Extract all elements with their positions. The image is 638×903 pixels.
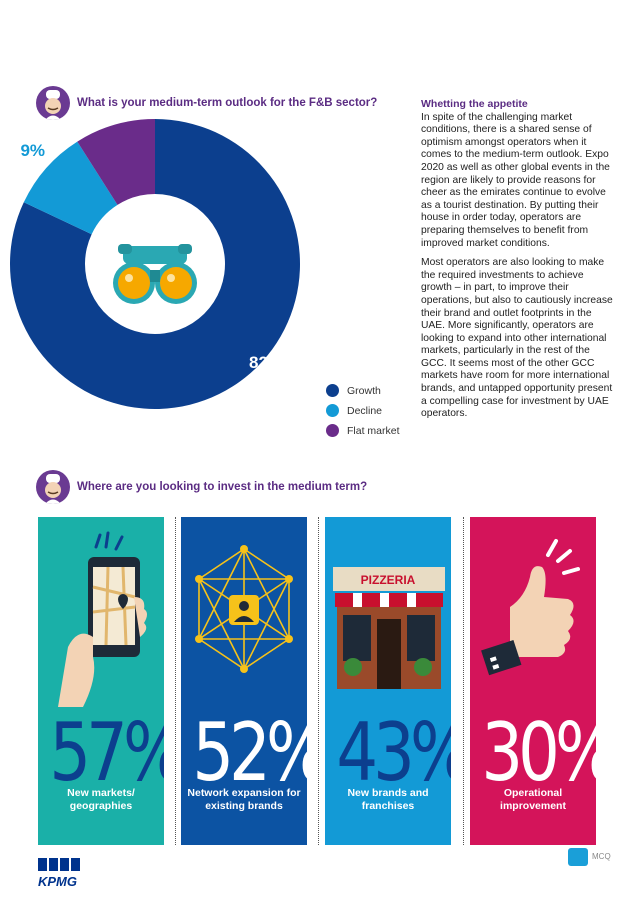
legend-growth: Growth: [326, 384, 381, 397]
outlook-donut-chart: 82%9%9%: [10, 119, 301, 409]
question-outlook: What is your medium-term outlook for the…: [77, 97, 378, 109]
panel-divider: [318, 517, 319, 845]
mcq-label: MCQ: [592, 852, 611, 861]
legend-label: Decline: [347, 404, 383, 417]
donut-value-label: 82%: [249, 353, 283, 372]
panel-label: Operational improvement: [500, 787, 566, 812]
question-invest: Where are you looking to invest in the m…: [77, 481, 368, 493]
legend-label: Flat market: [347, 424, 400, 437]
chef-avatar-icon: [36, 86, 70, 120]
donut-value-label: 9%: [20, 141, 45, 160]
legend-dot: [326, 404, 339, 417]
donut-slice-flat-market: [77, 119, 155, 205]
thumbs-up-icon: [481, 539, 580, 676]
article-title: Whetting the appetite: [421, 98, 528, 110]
network-icon: [195, 545, 293, 673]
panel-divider: [463, 517, 464, 845]
smartphone-map-icon: [58, 531, 147, 707]
percent-value: 30%: [481, 706, 596, 799]
invest-panel-new-markets: 57% New markets/ geographies: [38, 517, 164, 845]
panel-divider: [175, 517, 176, 845]
invest-panel-operational: 30% Operational improvement: [470, 517, 596, 845]
pizzeria-sign: PIZZERIA: [360, 573, 416, 587]
panel-label: Network expansion for existing brands: [187, 787, 301, 812]
invest-panel-network-expansion: 52% Network expansion for existing brand…: [181, 517, 307, 845]
percent-value: 43%: [336, 706, 451, 799]
percent-value: 57%: [49, 706, 164, 799]
article: Whetting the appetite In spite of the ch…: [421, 98, 617, 428]
invest-panel-new-brands: PIZZERIA 43% New brands and franchises: [325, 517, 451, 845]
legend-label: Growth: [347, 384, 381, 397]
article-paragraph-2: Most operators are also looking to make …: [421, 257, 613, 420]
donut-slice-growth: [10, 119, 301, 409]
legend-dot: [326, 424, 339, 437]
article-paragraph-1: In spite of the challenging market condi…: [421, 111, 610, 249]
mcq-badge-icon: [568, 848, 588, 866]
pizzeria-storefront-icon: [333, 567, 445, 689]
kpmg-logo-icon: [38, 858, 80, 871]
kpmg-logo-text: KPMG: [38, 874, 77, 889]
binoculars-icon: [113, 244, 197, 304]
percent-value: 52%: [192, 706, 307, 799]
legend-dot: [326, 384, 339, 397]
panel-label: New brands and franchises: [347, 787, 429, 812]
chef-avatar-icon: [36, 470, 70, 504]
panel-label: New markets/ geographies: [67, 787, 135, 812]
donut-slice-decline: [23, 141, 118, 235]
legend-flat-market: Flat market: [326, 424, 400, 437]
legend-decline: Decline: [326, 404, 382, 417]
